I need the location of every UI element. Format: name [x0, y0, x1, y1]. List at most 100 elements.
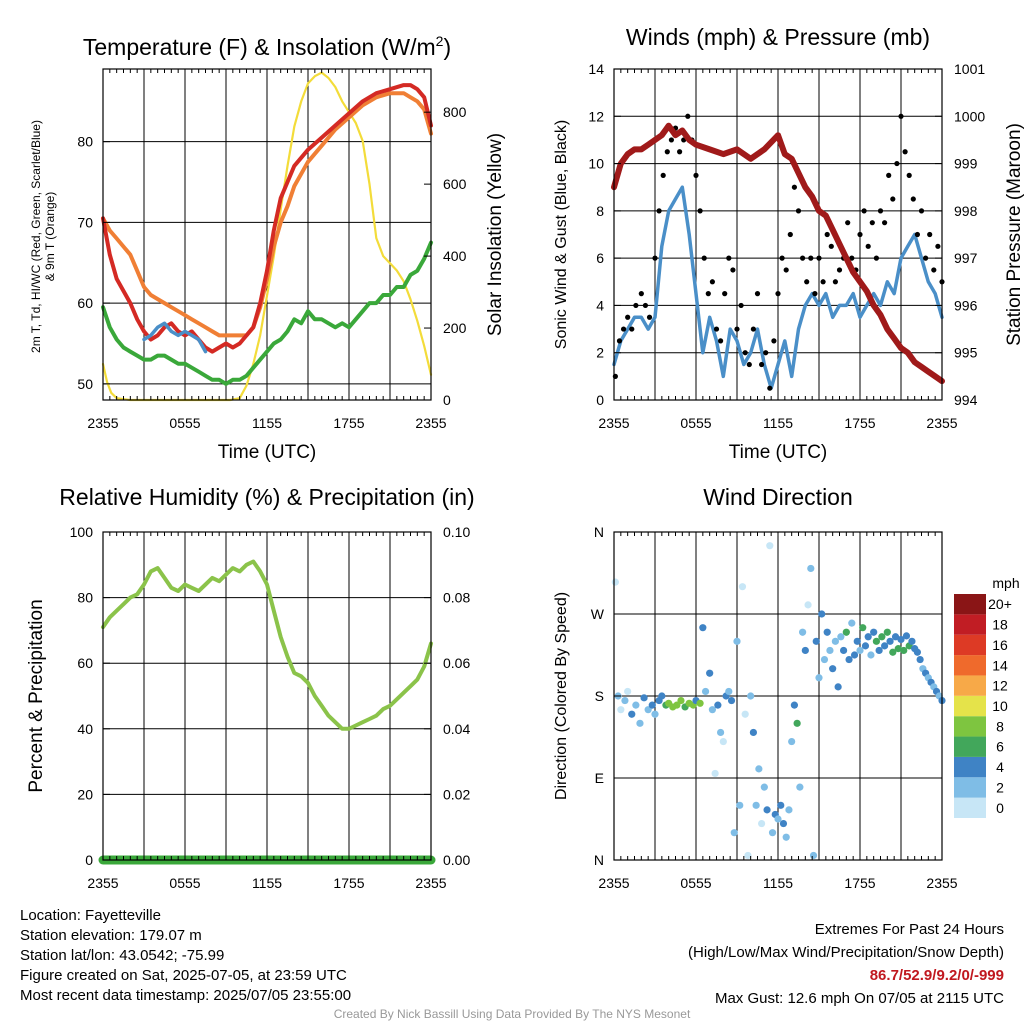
- credit-text: Created By Nick Bassill Using Data Provi…: [333, 1007, 691, 1021]
- wind-direction-point: [736, 801, 744, 809]
- gust-point: [726, 255, 732, 261]
- series-line-dewpoint: [101, 240, 433, 386]
- y-axis-label-left: Direction (Colored By Speed): [553, 592, 570, 800]
- y-right-tick-label: 995: [954, 345, 978, 361]
- x-tick-label: 1155: [252, 875, 282, 891]
- gust-point: [906, 172, 912, 178]
- wind-direction-point: [856, 646, 864, 655]
- y-right-tick-label: 0: [443, 392, 451, 408]
- gust-point: [771, 338, 777, 344]
- gust-point: [836, 267, 843, 273]
- chart-title-wind-direction: Wind Direction: [703, 484, 853, 510]
- wind-direction-point: [799, 628, 807, 636]
- gust-point: [857, 231, 863, 238]
- wind-direction-point: [628, 710, 636, 718]
- wind-direction-point: [747, 692, 755, 700]
- colorbar-swatch: [954, 756, 986, 778]
- gust-point: [910, 196, 916, 202]
- elevation-text: Station elevation: 179.07 m: [20, 927, 202, 944]
- wind-direction-point: [717, 728, 725, 737]
- gust-point: [625, 314, 631, 320]
- gust-point: [656, 208, 662, 214]
- gust-point: [646, 314, 653, 320]
- y-right-tick-label: 0.02: [443, 786, 470, 802]
- y-right-tick-label: 400: [443, 248, 467, 264]
- y-right-tick-label: 1000: [954, 108, 985, 124]
- wind-direction-point: [677, 696, 685, 705]
- y-left-tick-label: 100: [70, 524, 94, 540]
- gust-point: [738, 302, 744, 309]
- wind-direction-point: [840, 646, 848, 655]
- gust-point: [804, 279, 810, 285]
- y-left-tick-label: E: [595, 770, 604, 786]
- gust-point: [722, 291, 728, 297]
- wind-direction-point: [815, 674, 823, 682]
- y-left-tick-label: 80: [77, 590, 93, 606]
- y-left-tick-label: 70: [77, 214, 93, 230]
- x-tick-label: 2355: [87, 415, 118, 431]
- colorbar-swatch: [954, 655, 986, 676]
- extremes-panel: Extremes For Past 24 Hours (High/Low/Max…: [688, 918, 1004, 1010]
- chart-title-winds: Winds (mph) & Pressure (mb): [626, 24, 930, 50]
- y-right-tick-label: 994: [954, 392, 978, 408]
- colorbar-label: 20+: [988, 596, 1012, 612]
- y-left-tick-label: S: [595, 688, 604, 704]
- y-right-tick-label: 0.00: [443, 852, 470, 868]
- colorbar-unit-label: mph: [992, 575, 1019, 591]
- y-left-tick-label: 20: [77, 786, 93, 802]
- gust-point: [902, 149, 908, 155]
- y-axis-label-left: Sonic Wind & Gust (Blue, Black): [553, 120, 570, 349]
- colorbar-label: 2: [996, 779, 1004, 795]
- y-left-tick-label: 2: [596, 345, 604, 361]
- gust-point: [914, 231, 921, 238]
- gust-point: [754, 291, 761, 297]
- wind-direction-point: [807, 564, 815, 573]
- gust-point: [923, 255, 929, 261]
- wind-direction-point: [752, 801, 760, 809]
- wind-direction-point: [696, 699, 704, 707]
- gust-point: [828, 243, 834, 249]
- wind-direction-point: [829, 665, 837, 673]
- wind-direction-point: [850, 651, 859, 659]
- gust-point: [701, 255, 707, 261]
- gust-point: [697, 208, 703, 214]
- gust-point: [882, 220, 888, 226]
- wind-direction-point: [744, 851, 752, 860]
- wind-direction-point: [738, 583, 747, 591]
- chart-title-temperature: Temperature (F) & Insolation (W/m2): [83, 33, 451, 60]
- wind-direction-point: [881, 642, 889, 650]
- y-right-tick-label: 200: [443, 320, 467, 336]
- gust-point: [808, 255, 814, 261]
- wind-direction-point: [820, 655, 829, 664]
- gust-point: [660, 172, 666, 178]
- x-tick-label: 2355: [598, 875, 629, 891]
- wind-direction-point: [845, 655, 853, 664]
- chart-title-humidity: Relative Humidity (%) & Precipitation (i…: [59, 484, 474, 510]
- wind-direction-point: [809, 851, 818, 860]
- wind-direction-point: [864, 633, 872, 641]
- wind-direction-point: [812, 637, 820, 645]
- wind-direction-point: [913, 648, 922, 656]
- wind-direction-point: [719, 737, 727, 746]
- y-right-tick-label: 600: [443, 176, 467, 192]
- colorbar-label: 10: [992, 698, 1008, 714]
- wind-direction-point: [711, 769, 719, 778]
- gust-point: [652, 255, 658, 261]
- colorbar-swatch: [954, 736, 986, 757]
- y-right-tick-label: 0.08: [443, 590, 470, 606]
- x-tick-label: 1755: [844, 875, 875, 891]
- wind-direction-point: [823, 628, 831, 636]
- wind-direction-point: [793, 719, 801, 727]
- gust-point: [795, 208, 802, 214]
- gust-point: [820, 279, 826, 285]
- x-axis-label: Time (UTC): [729, 442, 828, 463]
- wind-direction-point: [763, 806, 771, 814]
- y-left-tick-label: 0: [596, 392, 604, 408]
- gust-point: [616, 338, 623, 344]
- gust-point: [742, 350, 748, 356]
- wind-direction-point: [785, 806, 793, 814]
- x-tick-label: 2355: [87, 875, 118, 891]
- wind-direction-point: [730, 829, 738, 837]
- gust-point: [894, 160, 900, 167]
